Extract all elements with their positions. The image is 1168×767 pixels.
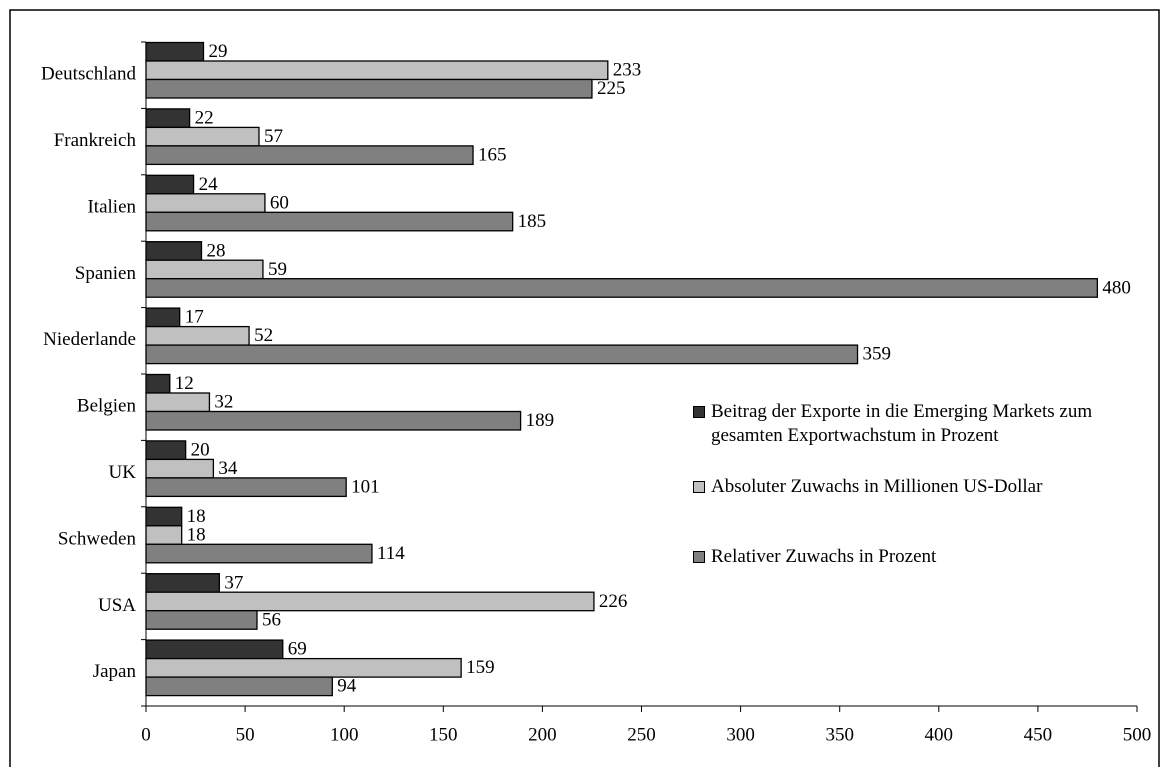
bar [145,525,183,545]
bar [145,278,1099,298]
x-tick-label: 50 [236,724,255,745]
bar [145,573,220,593]
legend-label: Absoluter Zuwachs in Millionen US-Dollar [711,476,1043,497]
x-tick-label: 200 [528,724,557,745]
x-tick-label: 400 [925,724,954,745]
data-label: 165 [478,145,507,166]
y-tick-label: Japan [93,661,137,682]
bar [145,392,211,413]
bar [145,440,187,461]
bar [145,506,183,527]
bar [145,241,203,261]
x-tick-label: 300 [726,724,755,745]
data-label: 56 [262,609,281,630]
y-tick-label: UK [109,462,137,483]
bar [145,591,595,612]
legend-label: Relativer Zuwachs in Prozent [711,546,937,567]
bar [145,78,593,99]
data-label: 57 [264,126,283,147]
legend-item: Relativer Zuwachs in Prozent [693,545,1156,569]
data-label: 52 [254,325,273,346]
data-label: 189 [526,410,555,431]
data-label: 34 [218,458,238,479]
bar [145,174,195,195]
y-tick-label: Italien [87,196,136,217]
bar [145,145,474,166]
bar [145,211,514,232]
bar [145,639,284,660]
x-tick-label: 100 [330,724,359,745]
data-label: 60 [270,192,289,213]
y-tick-label: Schweden [58,528,137,549]
data-label: 233 [613,60,642,81]
data-label: 94 [337,676,357,697]
data-label: 29 [208,41,227,62]
data-label: 185 [518,211,547,232]
legend-swatch [693,551,705,563]
data-label: 69 [288,639,307,660]
x-tick-label: 150 [429,724,458,745]
y-tick-label: Niederlande [43,329,136,350]
data-label: 24 [199,174,219,195]
x-tick-label: 500 [1123,724,1152,745]
bar [145,325,250,346]
bar [145,543,373,564]
data-label: 159 [466,657,495,678]
data-label: 225 [597,78,626,99]
bar [145,41,205,62]
data-label: 37 [224,572,243,593]
data-label: 12 [175,373,194,394]
y-tick-label: USA [98,595,136,616]
frame [9,9,1160,767]
bar [145,373,171,394]
bar [145,126,260,147]
bar [145,307,181,328]
y-tick-label: Spanien [75,263,137,284]
data-label: 18 [187,506,206,527]
data-label: 17 [185,307,204,328]
bar [145,259,264,280]
bar [145,344,859,365]
data-label: 480 [1102,277,1131,298]
bar [145,458,215,479]
data-label: 22 [195,108,214,129]
x-tick-label: 350 [825,724,854,745]
bar [145,193,266,213]
data-label: 28 [206,240,225,261]
data-label: 359 [863,344,892,365]
y-tick-label: Frankreich [54,130,137,151]
legend-swatch [693,406,705,418]
bar [145,676,333,697]
y-tick-label: Deutschland [41,64,136,85]
bar [145,60,609,81]
y-tick-label: Belgien [77,396,137,417]
bar [145,610,258,630]
x-tick-label: 250 [627,724,656,745]
bar [145,410,522,431]
x-tick-label: 450 [1024,724,1053,745]
data-label: 59 [268,259,287,280]
legend-item: Beitrag der Exporte in die Emerging Mark… [693,400,1156,448]
bar [145,657,462,678]
data-label: 226 [599,591,628,612]
data-label: 18 [187,524,206,545]
data-label: 101 [351,477,380,498]
data-label: 20 [191,440,210,461]
legend-swatch [693,481,705,493]
bar [145,477,347,498]
x-tick-label: 0 [141,724,151,745]
bar [145,108,191,129]
legend-item: Absoluter Zuwachs in Millionen US-Dollar [693,475,1156,499]
legend-label: Beitrag der Exporte in die Emerging Mark… [711,401,1093,446]
data-label: 114 [377,543,405,564]
data-label: 32 [214,392,233,413]
